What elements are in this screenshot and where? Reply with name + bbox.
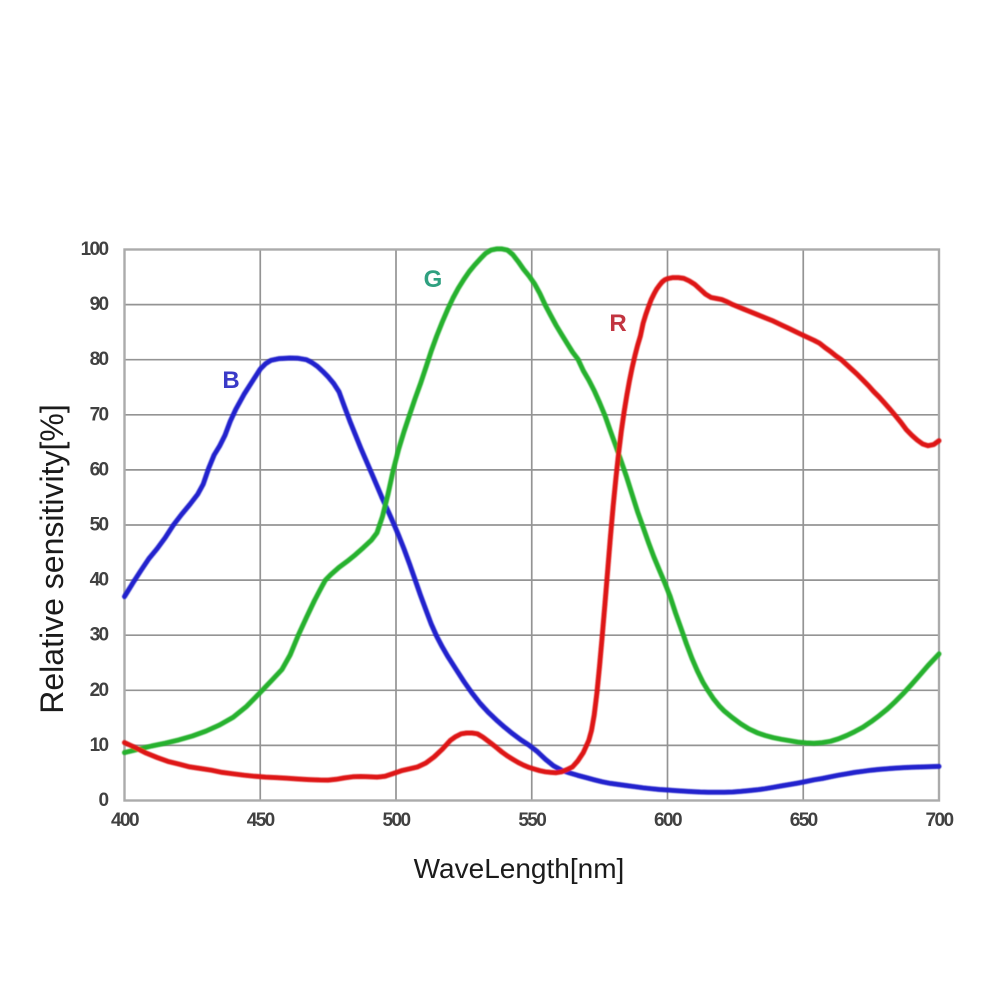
svg-text:B: B — [222, 367, 239, 394]
svg-text:20: 20 — [90, 680, 109, 701]
svg-text:60: 60 — [90, 459, 109, 480]
svg-text:450: 450 — [247, 810, 275, 831]
svg-text:0: 0 — [99, 790, 109, 811]
svg-text:550: 550 — [518, 810, 546, 831]
svg-text:40: 40 — [90, 570, 109, 591]
svg-text:50: 50 — [90, 515, 109, 536]
svg-text:90: 90 — [90, 294, 109, 315]
svg-text:Relative sensitivity[%]: Relative sensitivity[%] — [34, 404, 70, 713]
svg-text:500: 500 — [383, 810, 411, 831]
svg-text:10: 10 — [90, 735, 109, 756]
svg-text:80: 80 — [90, 349, 109, 370]
svg-text:700: 700 — [926, 810, 954, 831]
svg-text:650: 650 — [790, 810, 818, 831]
svg-text:R: R — [609, 310, 626, 337]
svg-text:30: 30 — [90, 625, 109, 646]
svg-text:WaveLength[nm]: WaveLength[nm] — [414, 853, 625, 884]
svg-text:G: G — [424, 266, 443, 293]
svg-text:100: 100 — [81, 239, 109, 260]
svg-text:70: 70 — [90, 404, 109, 425]
svg-text:400: 400 — [111, 810, 139, 831]
svg-text:600: 600 — [654, 810, 682, 831]
